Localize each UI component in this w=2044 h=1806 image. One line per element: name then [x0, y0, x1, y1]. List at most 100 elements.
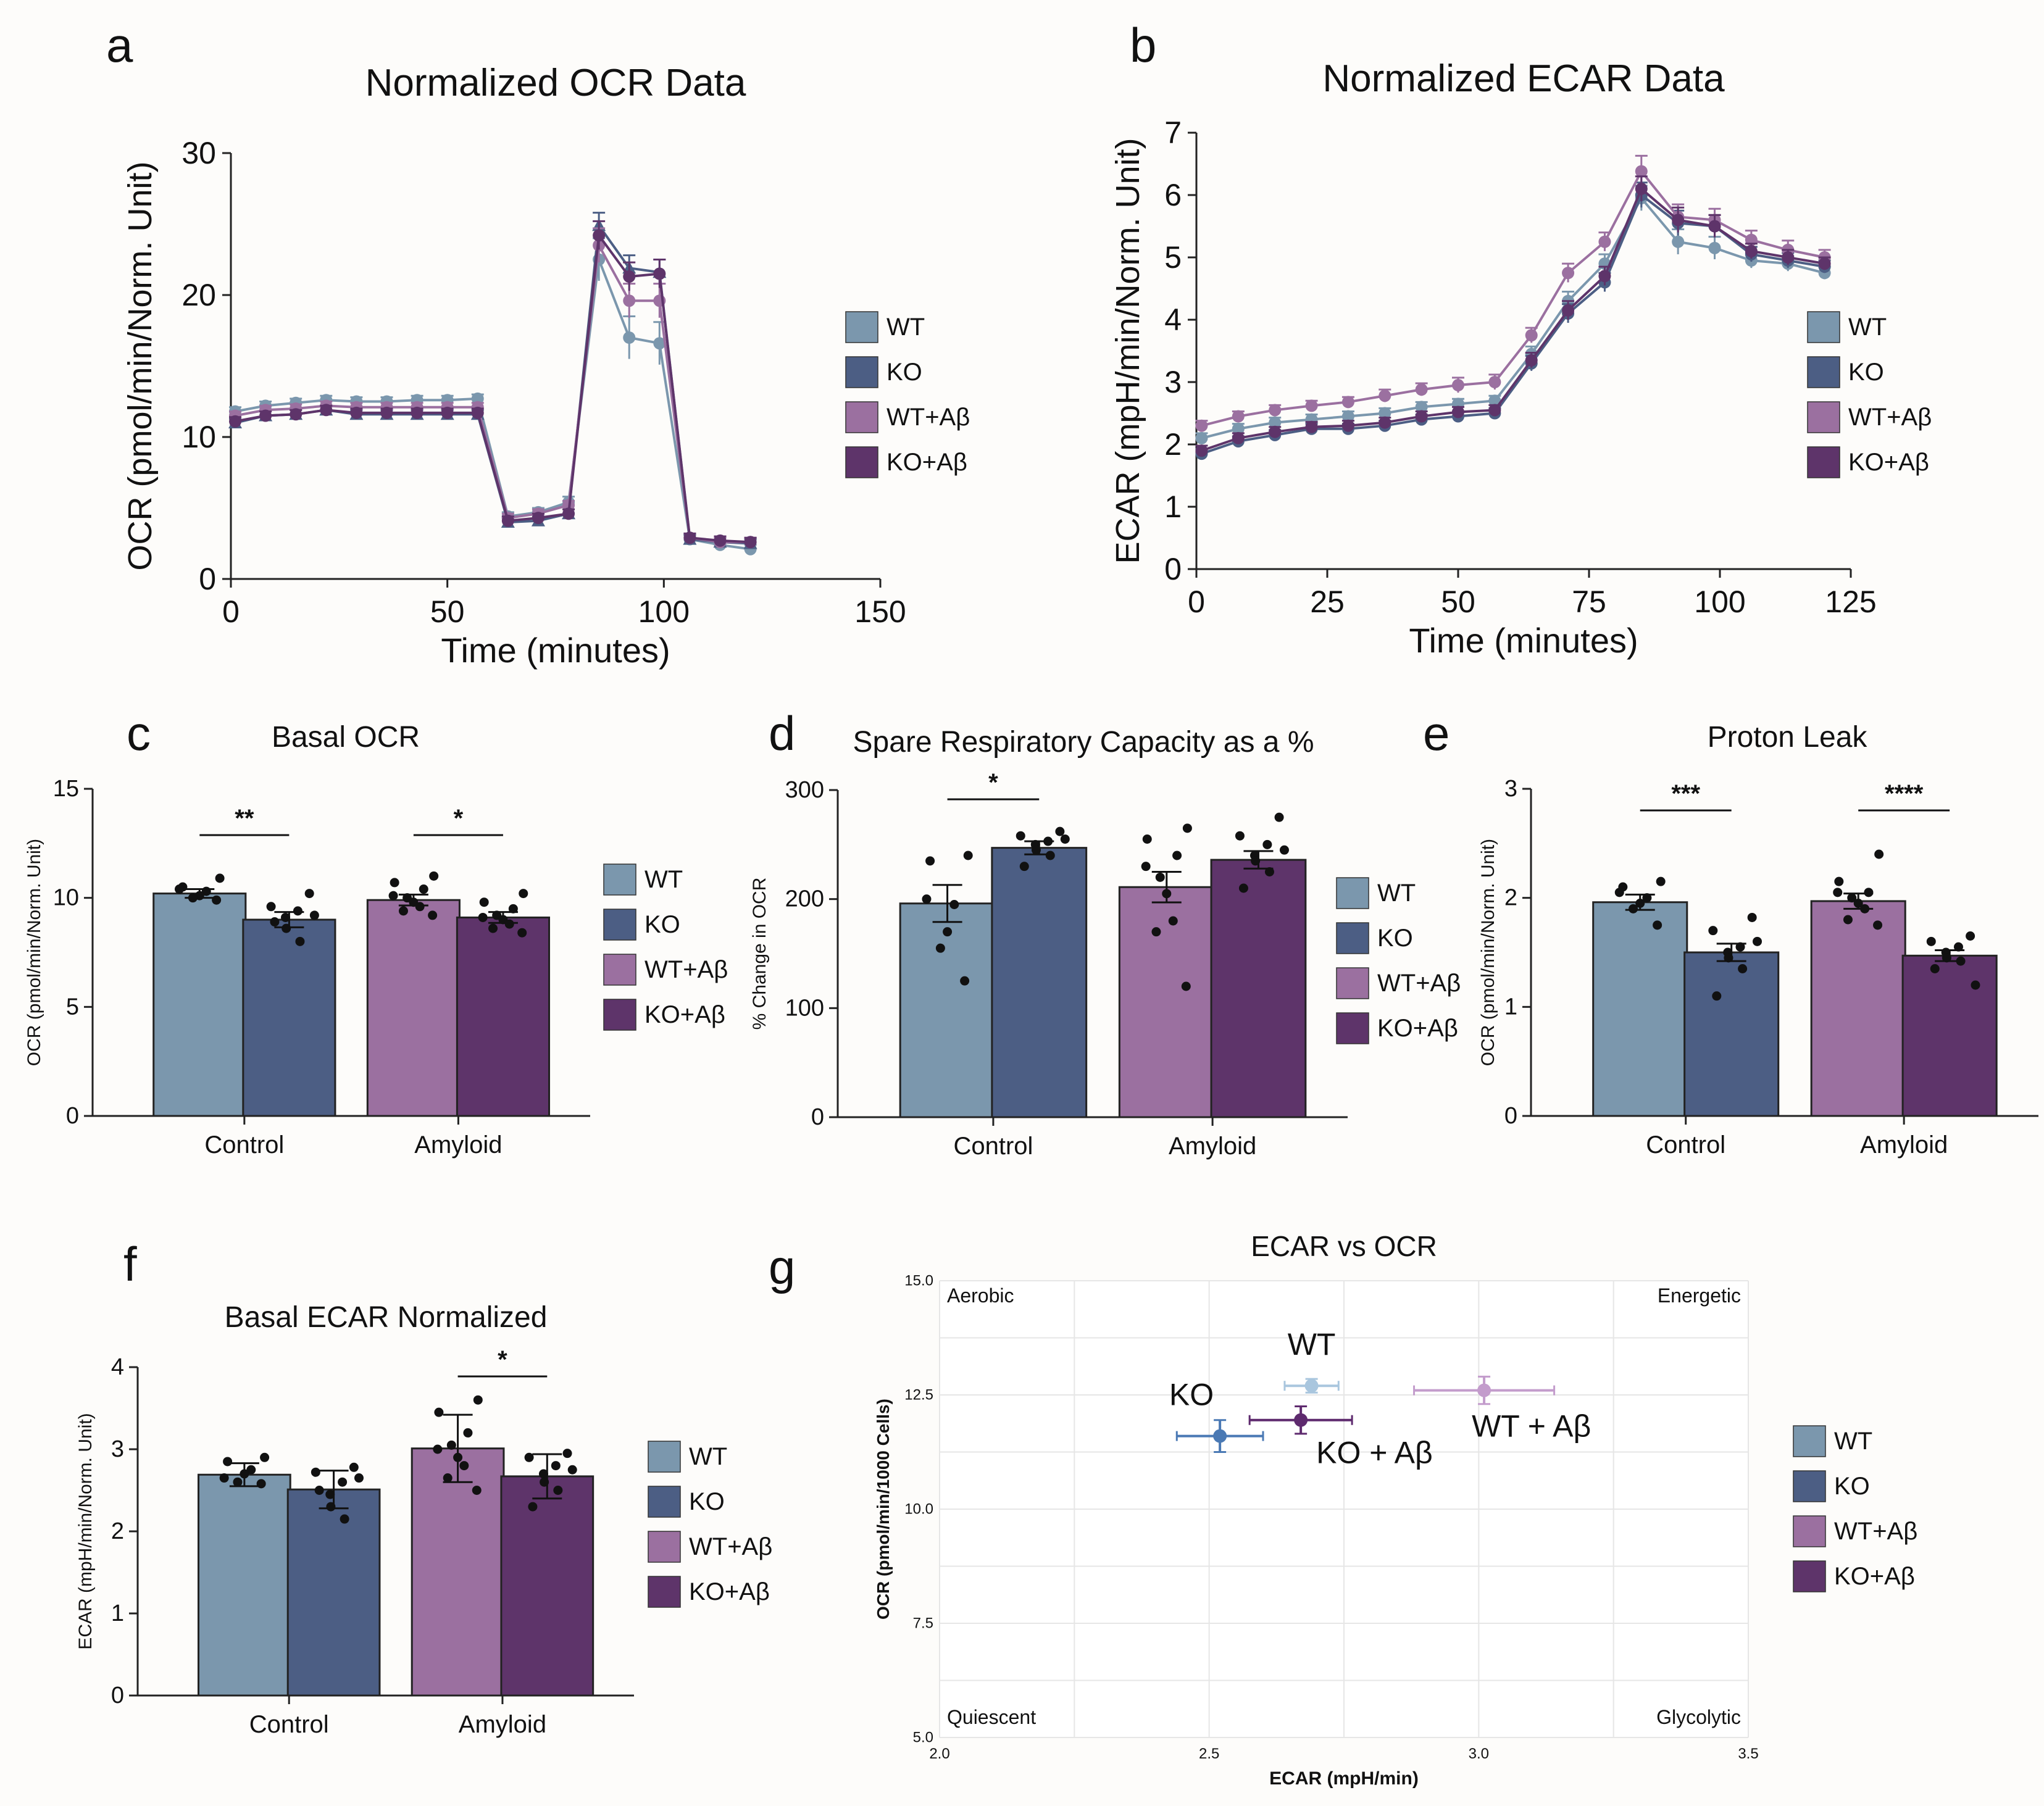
series-line-wt [1201, 196, 1825, 439]
data-point [519, 889, 528, 899]
data-point [1635, 165, 1648, 178]
chart-title: Basal ECAR Normalized [225, 1301, 548, 1334]
data-point [1341, 419, 1354, 432]
data-point [1672, 214, 1685, 227]
legend-swatch-wt [603, 863, 636, 896]
data-point [1635, 899, 1645, 908]
bar-group-ko-plus-ab [1210, 812, 1307, 1118]
data-point [1262, 839, 1272, 849]
data-point [1953, 942, 1963, 952]
data-point [380, 406, 393, 419]
x-tick-label: 100 [638, 594, 690, 629]
x-tick-label: 25 [1310, 585, 1345, 619]
data-point [1708, 926, 1718, 936]
data-point [1656, 876, 1666, 886]
significance-label: ** [235, 805, 254, 832]
bar-ko-plus-ab [1210, 859, 1307, 1118]
legend-swatch-wt-plus-ab [648, 1531, 681, 1563]
data-point [1235, 831, 1245, 841]
panel-letter-f: f [123, 1237, 137, 1291]
data-point [1712, 991, 1722, 1001]
x-group-label-amyloid: Amyloid [459, 1711, 546, 1738]
y-tick-label: 0 [199, 562, 216, 596]
bar-group-ko [242, 889, 336, 1117]
data-point [623, 270, 636, 283]
y-tick-label: 5.0 [913, 1729, 933, 1746]
bar-ko-plus-ab [1901, 954, 1998, 1117]
data-point [1031, 845, 1041, 855]
data-point [314, 1486, 324, 1495]
y-tick-label: 30 [181, 136, 216, 170]
data-point [540, 1477, 549, 1487]
data-point [504, 919, 514, 929]
data-point [415, 902, 425, 912]
data-point [1195, 431, 1208, 444]
data-point [398, 906, 408, 916]
data-point [1753, 936, 1762, 946]
legend-label-ko-plus-ab: KO+Aβ [1848, 449, 1929, 476]
bar-group-wt [1592, 876, 1688, 1117]
x-group-label-amyloid: Amyloid [1169, 1133, 1256, 1160]
data-point [446, 1440, 456, 1450]
legend-swatch-wt [1807, 311, 1840, 343]
quadrant-label-energetic: Energetic [1658, 1284, 1741, 1307]
bar-wt-plus-ab [366, 899, 461, 1117]
data-point [338, 1477, 348, 1487]
data-point [1269, 425, 1282, 438]
legend: WT KO WT+Aβ KO+Aβ [845, 311, 970, 478]
bar-ko-plus-ab [456, 916, 551, 1117]
data-point-wt [1304, 1379, 1319, 1393]
bar-ko [1683, 951, 1780, 1117]
y-tick-label: 7.5 [913, 1615, 933, 1632]
data-point [1488, 376, 1501, 388]
panel-letter-a: a [106, 18, 133, 72]
series-ko [228, 212, 757, 549]
legend-swatch-ko [648, 1486, 681, 1518]
data-point [1379, 407, 1391, 420]
significance-label: * [454, 805, 464, 832]
data-point [429, 871, 439, 881]
legend-label-ko: KO [1834, 1473, 1870, 1500]
y-tick-label: 100 [785, 995, 824, 1021]
legend-label-wt-plus-ab: WT+Aβ [1377, 970, 1461, 997]
legend-label-ko-plus-ab: KO+Aβ [1834, 1563, 1915, 1590]
x-axis-label: ECAR (mpH/min) [1269, 1768, 1419, 1789]
data-point [223, 1457, 233, 1467]
legend-label-wt: WT [1848, 314, 1887, 341]
data-point [293, 906, 302, 916]
legend: WT KO WT+Aβ KO+Aβ [1807, 311, 1932, 478]
data-point [471, 406, 484, 419]
data-point [354, 1473, 364, 1483]
legend-swatch-ko-plus-ab [1807, 446, 1840, 478]
data-point [1415, 401, 1428, 414]
data-point [501, 514, 514, 527]
series-line-ko-plus-ab [235, 232, 751, 544]
data-point [443, 1473, 453, 1483]
data-point [1415, 410, 1428, 423]
data-point [1269, 416, 1282, 429]
x-axis-label: Time (minutes) [441, 631, 670, 670]
data-point [259, 409, 272, 422]
data-point [1642, 893, 1652, 903]
point-label-wt-plus-ab: WT + Aβ [1472, 1409, 1591, 1444]
series-wt-plus-ab [1195, 154, 1831, 432]
data-point [1055, 826, 1065, 836]
data-point [1251, 856, 1261, 866]
panel-letter-c: c [127, 706, 151, 760]
legend-label-ko-plus-ab: KO+Aβ [689, 1578, 770, 1605]
x-group-label-amyloid: Amyloid [1860, 1131, 1948, 1159]
data-point [1864, 888, 1874, 897]
y-axis-label: OCR (pmol/min/Norm. Unit) [24, 839, 44, 1066]
data-point [1182, 823, 1192, 833]
data-point [623, 294, 636, 307]
data-point [524, 1452, 534, 1462]
data-point [233, 1477, 243, 1487]
data-point [1305, 420, 1318, 433]
data-point [1971, 980, 1980, 990]
data-point [281, 912, 291, 922]
data-point [428, 910, 438, 920]
y-tick-label: 5 [66, 994, 79, 1020]
y-tick-label: 15.0 [904, 1273, 933, 1289]
y-tick-label: 1 [111, 1600, 124, 1626]
data-point [1195, 419, 1208, 432]
